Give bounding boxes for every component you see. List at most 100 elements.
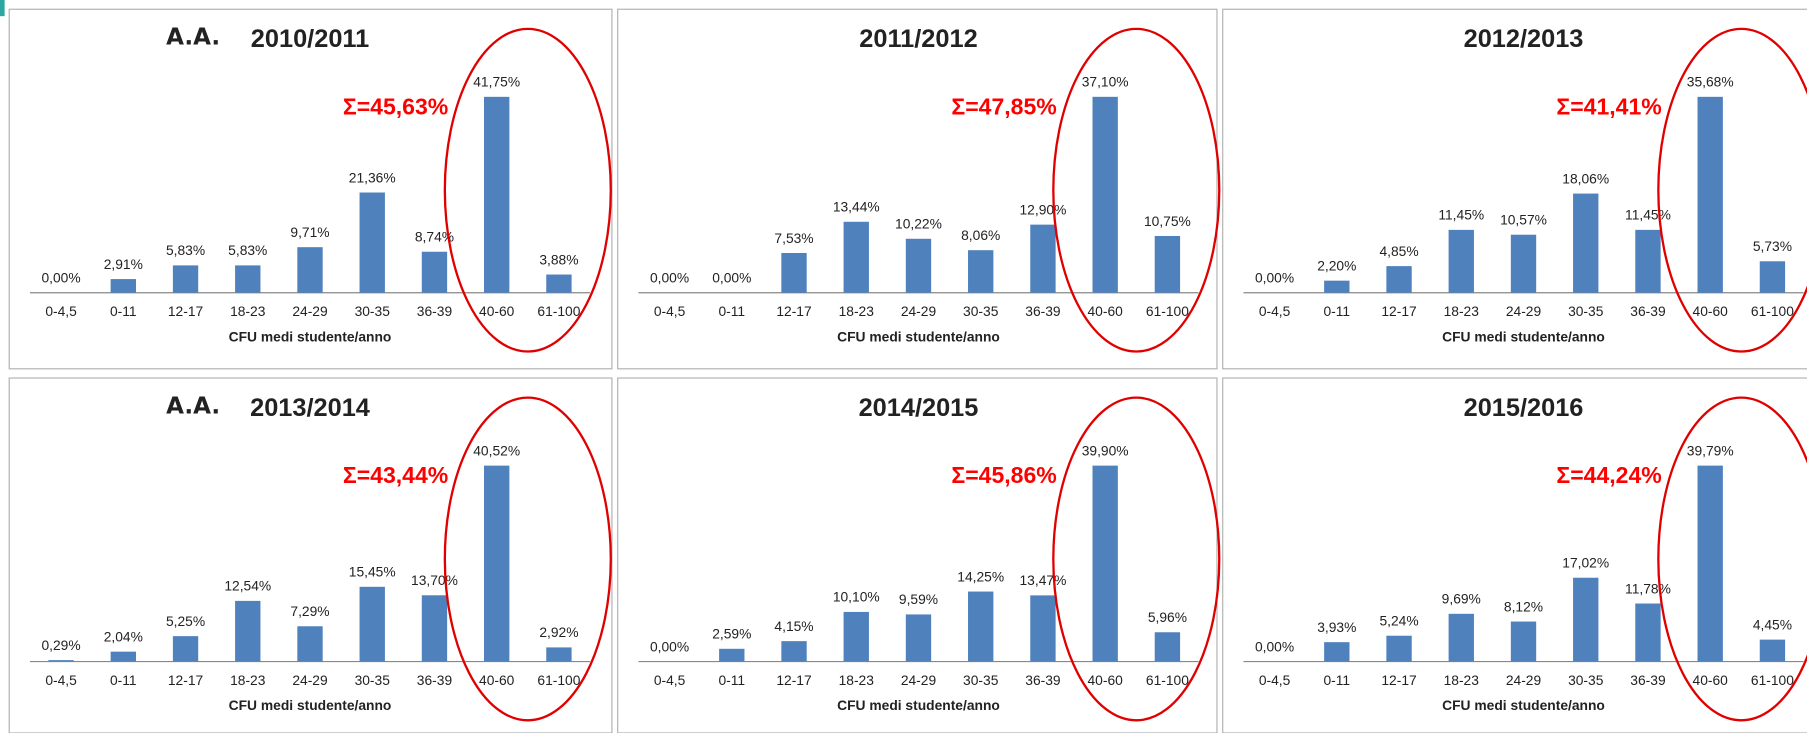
bar (1510, 234, 1537, 293)
value-label: 13,70% (411, 572, 458, 588)
value-label: 11,45% (1625, 207, 1671, 223)
bar (110, 651, 136, 662)
bar (48, 660, 74, 662)
bar (546, 647, 572, 662)
panel (8, 377, 613, 733)
x-tick-label: 18-23 (839, 303, 875, 319)
bar (1573, 193, 1599, 293)
value-label: 3,88% (539, 251, 578, 267)
x-tick-label: 24-29 (1506, 303, 1542, 319)
x-tick-label: 18-23 (839, 672, 875, 688)
value-label: 40,52% (473, 442, 520, 458)
period-label: A.A. (166, 25, 220, 51)
chart-title: 2015/2016 (1464, 394, 1584, 422)
value-label: 10,57% (1500, 212, 1547, 228)
x-tick-label: 61-100 (1751, 303, 1794, 319)
highlight-ellipse (1052, 27, 1221, 353)
bar (1635, 603, 1661, 662)
x-tick-label: 40-60 (1088, 303, 1124, 319)
bar (1635, 229, 1661, 293)
bar (1510, 621, 1537, 662)
value-label: 12,54% (224, 578, 271, 594)
chart-title: 2013/2014 (250, 394, 370, 422)
x-tick-label: 0-11 (718, 303, 745, 319)
bar (1154, 632, 1181, 662)
bar (1759, 261, 1786, 293)
value-label: 10,10% (833, 589, 880, 605)
bar (905, 238, 932, 293)
x-tick-label: 40-60 (479, 303, 515, 319)
value-label: 8,06% (961, 227, 1000, 243)
bar (1154, 235, 1181, 293)
x-tick-label: 36-39 (1025, 303, 1061, 319)
value-label: 5,83% (228, 242, 267, 258)
x-tick-label: 36-39 (1630, 672, 1666, 688)
x-tick-label: 30-35 (963, 672, 999, 688)
x-axis-label: CFU medi studente/anno (229, 328, 392, 344)
value-label: 0,29% (41, 637, 80, 653)
x-tick-label: 18-23 (230, 672, 266, 688)
value-label: 0,00% (650, 270, 689, 286)
chart-title: 2012/2013 (1464, 25, 1584, 53)
value-label: 0,00% (1255, 270, 1294, 286)
chart-title: 2010/2011 (251, 25, 369, 53)
x-tick-label: 0-4,5 (45, 303, 77, 319)
bar (1030, 224, 1056, 293)
value-label: 5,73% (1753, 238, 1792, 254)
value-label: 2,59% (712, 626, 751, 642)
x-tick-label: 0-4,5 (45, 672, 77, 688)
sum-annotation: Σ=44,24% (1556, 462, 1661, 488)
x-tick-label: 24-29 (292, 672, 328, 688)
highlight-ellipse (443, 27, 612, 353)
x-tick-label: 30-35 (1568, 672, 1604, 688)
bar (1697, 96, 1723, 293)
x-tick-label: 0-11 (1323, 672, 1350, 688)
x-tick-label: 24-29 (292, 303, 328, 319)
x-tick-label: 61-100 (1146, 303, 1189, 319)
bar (719, 648, 745, 662)
x-tick-label: 18-23 (230, 303, 266, 319)
bar (843, 611, 869, 662)
value-label: 15,45% (349, 564, 396, 580)
value-label: 13,44% (833, 199, 880, 215)
bar (484, 96, 510, 293)
value-label: 8,74% (415, 229, 454, 245)
value-label: 9,71% (290, 224, 329, 240)
bar (1386, 635, 1412, 662)
x-tick-label: 0-11 (110, 303, 137, 319)
x-tick-label: 30-35 (355, 672, 391, 688)
x-axis-label: CFU medi studente/anno (229, 697, 392, 713)
value-label: 2,91% (104, 256, 143, 272)
x-tick-label: 61-100 (1751, 672, 1794, 688)
value-label: 5,96% (1148, 609, 1187, 625)
x-tick-label: 61-100 (537, 672, 580, 688)
x-axis-label: CFU medi studente/anno (1442, 697, 1605, 713)
highlight-ellipse (443, 396, 612, 722)
period-label: A.A. (166, 393, 220, 419)
value-label: 10,75% (1144, 213, 1191, 229)
x-axis-label: CFU medi studente/anno (837, 697, 1000, 713)
value-label: 7,53% (774, 230, 813, 246)
x-tick-label: 0-11 (1323, 303, 1350, 319)
x-tick-label: 0-4,5 (654, 672, 686, 688)
bar (359, 192, 385, 293)
x-tick-label: 12-17 (776, 672, 811, 688)
value-label: 5,83% (166, 242, 205, 258)
x-axis-label: CFU medi studente/anno (1442, 328, 1605, 344)
bar (297, 247, 323, 293)
value-label: 2,04% (104, 628, 143, 644)
sum-annotation: Σ=43,44% (343, 462, 448, 488)
bar (1092, 96, 1118, 293)
bar (1386, 266, 1412, 293)
bar (421, 251, 448, 293)
x-tick-label: 40-60 (1693, 672, 1729, 688)
value-label: 5,24% (1379, 613, 1418, 629)
highlight-ellipse (1657, 396, 1807, 722)
bar (172, 265, 199, 293)
value-label: 11,45% (1438, 207, 1484, 223)
bar (110, 279, 136, 293)
bar (1697, 465, 1723, 662)
highlight-ellipse (1657, 27, 1807, 353)
sum-annotation: Σ=47,85% (951, 93, 1056, 119)
